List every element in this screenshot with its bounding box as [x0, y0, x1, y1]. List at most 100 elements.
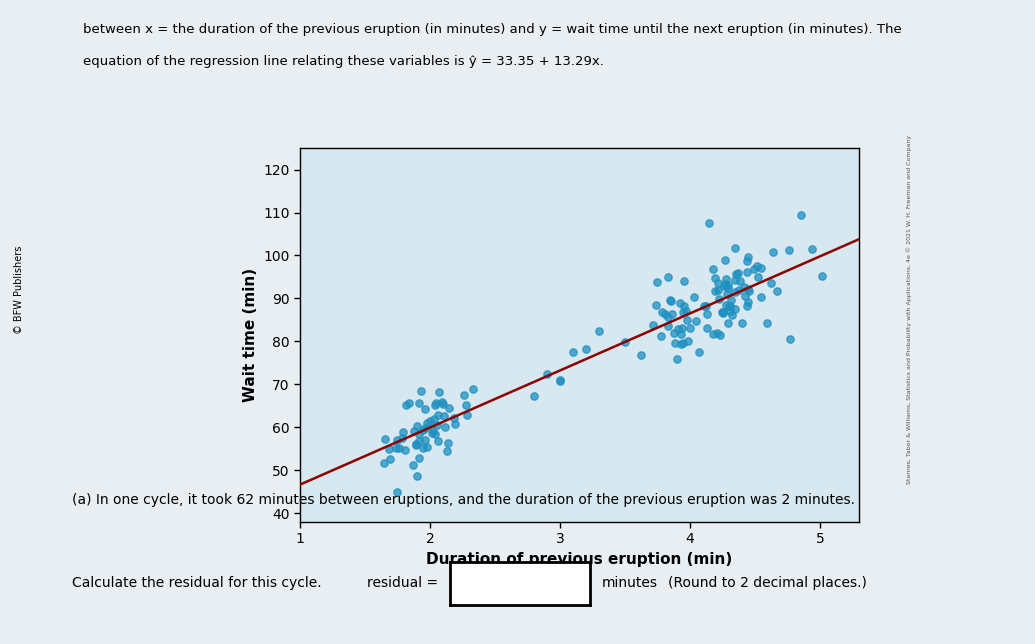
Point: [649, 277, 666, 287]
Point: [731, 285, 747, 296]
Point: [667, 338, 683, 348]
Point: [670, 324, 686, 334]
Point: [738, 301, 755, 311]
Point: [676, 301, 692, 312]
Point: [698, 301, 714, 312]
Point: [457, 399, 474, 410]
Point: [381, 444, 397, 454]
Point: [750, 272, 767, 282]
Point: [740, 284, 757, 294]
Point: [526, 391, 542, 401]
Point: [716, 281, 733, 291]
Point: [768, 286, 785, 296]
Point: [705, 329, 721, 339]
Point: [465, 384, 481, 394]
Point: [430, 410, 446, 421]
Point: [721, 305, 738, 316]
Point: [710, 278, 727, 288]
Point: [732, 276, 748, 287]
Point: [678, 315, 694, 325]
Point: [578, 343, 594, 354]
Point: [749, 261, 766, 272]
Point: [446, 413, 463, 424]
Point: [382, 454, 398, 464]
Point: [765, 247, 781, 257]
Point: [419, 418, 436, 428]
Point: [737, 290, 753, 301]
Point: [680, 336, 697, 346]
Point: [415, 425, 432, 435]
Point: [718, 274, 735, 285]
Point: [398, 400, 415, 410]
Point: [427, 398, 444, 408]
Point: [552, 375, 568, 386]
Point: [377, 434, 393, 444]
Text: residual =: residual =: [367, 576, 439, 590]
Point: [759, 318, 775, 328]
Point: [734, 318, 750, 328]
Point: [670, 354, 686, 364]
Point: [439, 446, 455, 457]
Point: [673, 339, 689, 349]
Point: [736, 282, 752, 292]
Text: between x = the duration of the previous eruption (in minutes) and y = wait time: between x = the duration of the previous…: [83, 23, 901, 35]
Point: [409, 421, 425, 431]
Point: [667, 328, 683, 338]
Point: [714, 307, 731, 317]
Point: [677, 305, 693, 316]
Point: [739, 267, 756, 278]
Point: [656, 308, 673, 319]
Point: [710, 285, 727, 295]
Point: [674, 323, 690, 333]
Point: [716, 279, 733, 290]
Point: [654, 307, 671, 317]
Text: (a) In one cycle, it took 62 minutes between eruptions, and the duration of the : (a) In one cycle, it took 62 minutes bet…: [72, 493, 856, 507]
Point: [753, 292, 770, 303]
Point: [690, 346, 707, 357]
Point: [696, 301, 712, 312]
Point: [699, 323, 715, 334]
Point: [708, 327, 724, 337]
Point: [739, 256, 756, 267]
Text: Starnes, Tabor & Williams, Statistics and Probability with Applications, 4e © 20: Starnes, Tabor & Williams, Statistics an…: [906, 135, 912, 484]
Point: [727, 287, 743, 298]
Point: [663, 308, 680, 319]
Point: [459, 410, 475, 421]
Point: [676, 276, 692, 286]
Point: [681, 323, 698, 333]
Point: [741, 285, 758, 296]
Point: [389, 486, 406, 497]
Point: [710, 294, 727, 305]
Point: [661, 295, 678, 305]
Point: [727, 274, 743, 285]
Point: [430, 420, 446, 430]
Point: [718, 289, 735, 299]
Point: [426, 429, 443, 439]
Point: [729, 269, 745, 279]
Point: [617, 337, 633, 347]
Point: [423, 428, 440, 439]
Point: [699, 309, 715, 319]
Point: [434, 397, 450, 408]
Point: [686, 292, 703, 302]
Point: [416, 422, 433, 433]
Point: [425, 414, 442, 424]
Point: [441, 403, 457, 413]
Point: [431, 387, 447, 397]
Point: [745, 263, 762, 274]
Point: [707, 273, 723, 283]
Text: equation of the regression line relating these variables is ŷ = 33.35 + 13.29x.: equation of the regression line relating…: [83, 55, 603, 68]
Point: [426, 399, 443, 410]
Point: [430, 436, 446, 446]
Point: [659, 272, 676, 282]
Point: [413, 386, 430, 396]
Point: [539, 369, 556, 379]
Point: [446, 419, 463, 429]
Point: [408, 439, 424, 450]
Point: [418, 442, 435, 452]
Point: [740, 252, 757, 262]
Point: [405, 460, 421, 470]
Point: [719, 283, 736, 294]
Point: [401, 398, 417, 408]
Point: [721, 300, 738, 310]
